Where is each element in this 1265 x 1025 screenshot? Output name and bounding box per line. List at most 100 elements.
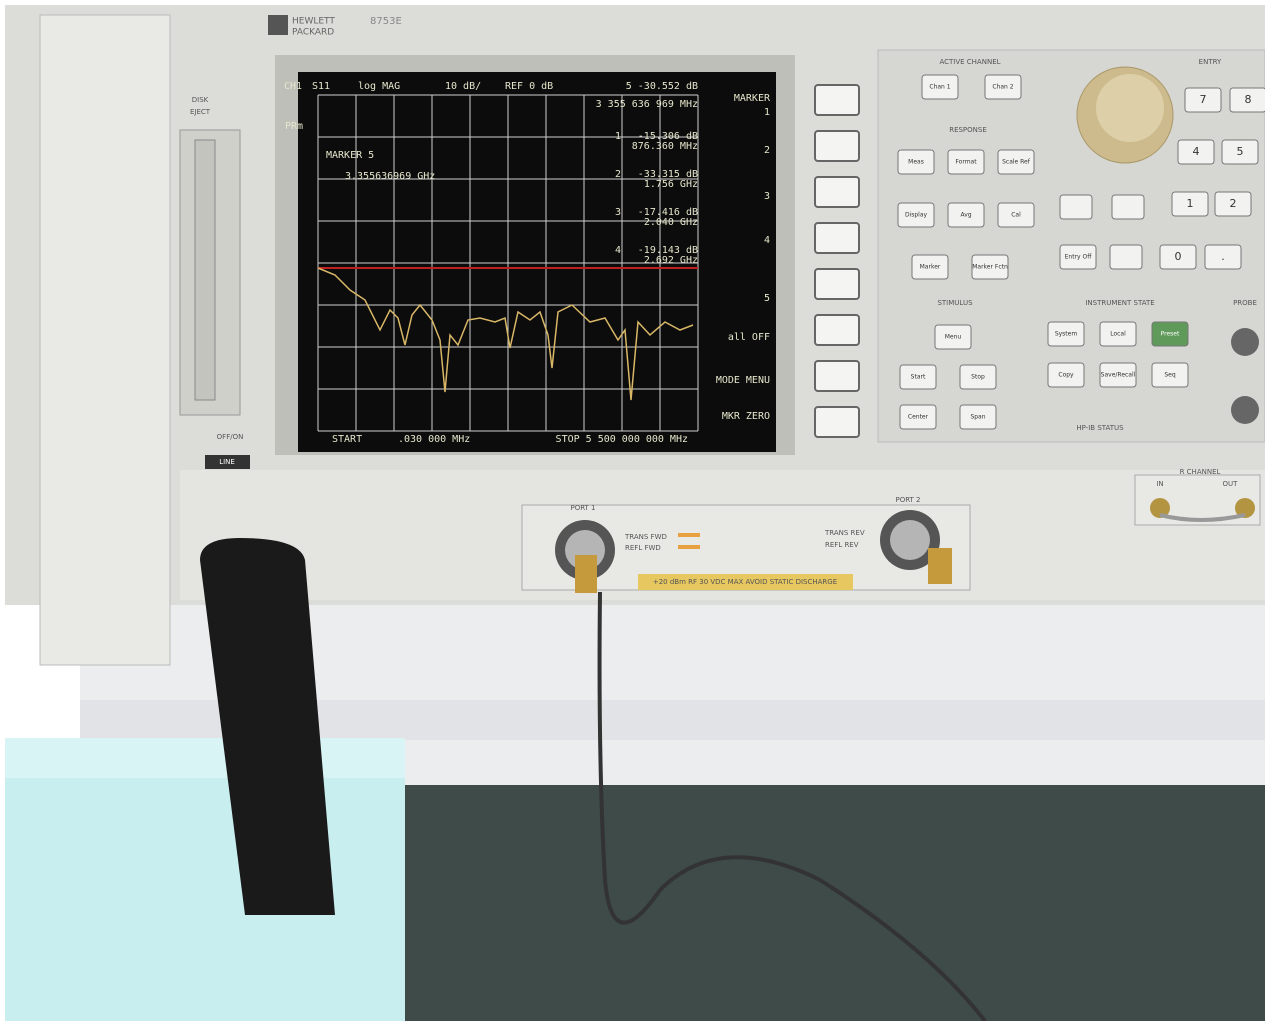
panel-button: [959, 404, 997, 430]
softkey-label: 1: [764, 107, 770, 118]
button-label: 5: [1237, 145, 1244, 158]
port-indicator: TRANS FWD: [624, 533, 667, 541]
panel-button: [984, 74, 1022, 100]
button-label: 1: [1187, 197, 1194, 210]
buttons: Chan 1 Chan 2 Meas Format Scale Ref Display Av…: [897, 74, 1265, 430]
warning-label: [638, 574, 853, 590]
button-label: Chan 1: [929, 84, 950, 91]
button-label: Local: [1110, 331, 1126, 338]
button-label: Marker Fctn: [972, 264, 1008, 271]
connector: [1235, 498, 1255, 518]
softkey-button: [814, 84, 860, 116]
backspace-key: [1109, 244, 1143, 270]
panel-button: [1229, 87, 1265, 113]
section-label: STIMULUS: [937, 299, 973, 307]
panel-button: [1059, 244, 1097, 270]
section-label: INSTRUMENT STATE: [1085, 299, 1154, 307]
probe-jack: [1231, 396, 1259, 424]
softkey-label: MKR ZERO: [722, 411, 770, 422]
port-indicator: TRANS REV: [824, 529, 865, 537]
foam-top: [5, 738, 405, 778]
panel-button: [947, 149, 985, 175]
panel-button: [1099, 321, 1137, 347]
marker-id: 4: [615, 245, 621, 256]
sma-adapter: [928, 548, 952, 584]
marker-freq: 876.360 MHz: [632, 141, 698, 152]
button-label: Preset: [1161, 331, 1180, 338]
panel-button: [1184, 87, 1222, 113]
port-connector-ring: [890, 520, 930, 560]
softkey-label: MODE MENU: [716, 375, 770, 386]
softkey-label: 2: [764, 145, 770, 156]
r-out: OUT: [1223, 480, 1239, 488]
port-indicator: REFL FWD: [625, 544, 661, 552]
button-label: Format: [955, 159, 977, 166]
marker-id: 3: [615, 207, 621, 218]
marker-level: -17.416 dB: [638, 207, 698, 218]
jumper: [1159, 513, 1246, 522]
port-label: PORT 1: [570, 504, 595, 512]
section-label: PROBE: [1233, 299, 1257, 307]
disk-slot: [194, 139, 216, 401]
screen-header: 5 -30.552 dB: [626, 81, 698, 92]
softkey-label: 5: [764, 293, 770, 304]
warning-text: +20 dBm RF 30 VDC MAX AVOID STATIC DISCH…: [653, 578, 837, 586]
panel-button: [959, 364, 997, 390]
power-switch: [205, 455, 250, 469]
power-label: OFF/ON: [217, 433, 244, 441]
panel-button: [1047, 362, 1085, 388]
button-label: Save/Recall: [1101, 372, 1136, 379]
button-label: Marker: [920, 264, 941, 271]
knob-top: [1096, 74, 1164, 142]
panel-button: [911, 254, 949, 280]
stop-label: STOP 5 500 000 000 MHz: [556, 434, 688, 445]
softkey-button: [814, 360, 860, 392]
disk-label: DISK: [192, 96, 209, 104]
section-label: RESPONSE: [949, 126, 987, 134]
port-indicator: REFL REV: [825, 541, 859, 549]
button-label: Seq: [1164, 372, 1176, 379]
panel-button: [971, 254, 1009, 280]
softkeys: MARKER 1 2 3 4 5 all OFF MODE MENU MKR ZERO: [716, 93, 771, 422]
panel-button: [1099, 362, 1137, 388]
panel-button: [899, 364, 937, 390]
probe-jack: [1231, 328, 1259, 356]
button-label: Chan 2: [992, 84, 1013, 91]
panel-button: [1214, 191, 1252, 217]
button-label: Avg: [960, 212, 971, 219]
start-value: .030 000 MHz: [398, 434, 470, 445]
marker-level: -15.306 dB: [638, 131, 698, 142]
marker-title: MARKER 5: [326, 150, 374, 161]
button-label: Center: [908, 414, 929, 421]
marker-level: -19.143 dB: [638, 245, 698, 256]
button-label: 8: [1245, 93, 1252, 106]
button-label: Menu: [945, 334, 962, 341]
button-label: Cal: [1011, 212, 1021, 219]
panel-button: [897, 202, 935, 228]
cable: [597, 591, 987, 1023]
softkey-label: 4: [764, 235, 770, 246]
panel-button: [1177, 139, 1215, 165]
screen-header: log MAG: [358, 81, 400, 92]
section-label: ENTRY: [1199, 58, 1222, 66]
softkey-button: [814, 406, 860, 438]
marker-freq: 2.692 GHz: [644, 255, 698, 266]
section-label: HP-IB STATUS: [1076, 424, 1124, 432]
panel-button: [1204, 244, 1242, 270]
button-label: 4: [1193, 145, 1200, 158]
button-label: Start: [911, 374, 926, 381]
button-label: Copy: [1058, 372, 1074, 379]
button-label: .: [1221, 250, 1225, 263]
panel-button: [1159, 244, 1197, 270]
softkey-button: [814, 130, 860, 162]
panel-button: [1171, 191, 1209, 217]
marker-value: 3.355636969 GHz: [345, 171, 435, 182]
sma-adapter: [575, 555, 597, 593]
panel-button: [947, 202, 985, 228]
softkey-label: all OFF: [728, 332, 770, 343]
panel-button: [997, 202, 1035, 228]
handle: [39, 14, 171, 666]
section-label: ACTIVE CHANNEL: [939, 58, 1000, 66]
